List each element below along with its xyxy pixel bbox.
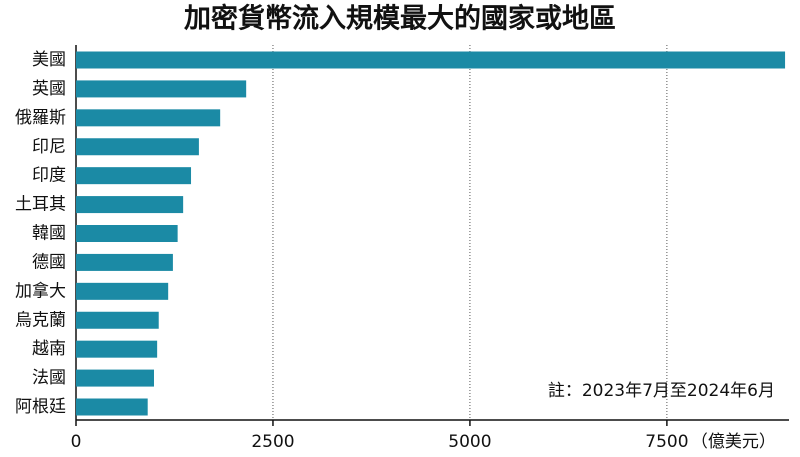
- y-tick-label: 加拿大: [15, 280, 66, 301]
- x-tick-label: 5000: [448, 432, 491, 452]
- x-axis-label: （億美元）: [691, 432, 776, 452]
- x-tick-label: 2500: [251, 432, 294, 452]
- y-tick-label: 印尼: [32, 137, 66, 157]
- y-tick-label: 土耳其: [15, 195, 66, 215]
- bar: [76, 80, 247, 98]
- y-tick-label: 印度: [32, 166, 66, 186]
- bar: [76, 51, 786, 69]
- chart-title: 加密貨幣流入規模最大的國家或地區: [184, 3, 616, 35]
- bar: [76, 167, 192, 185]
- annotation: 註：2023年7月至2024年6月: [548, 381, 775, 401]
- y-tick-label: 法國: [32, 368, 66, 388]
- bar: [76, 398, 148, 416]
- y-tick-label: 德國: [32, 252, 66, 272]
- bar: [76, 109, 221, 127]
- bar: [76, 369, 154, 387]
- bar: [76, 196, 184, 214]
- bar: [76, 340, 158, 358]
- y-tick-label: 美國: [32, 50, 66, 70]
- y-tick-label: 英國: [32, 79, 66, 99]
- bar: [76, 253, 173, 271]
- bar: [76, 282, 169, 300]
- y-tick-label: 俄羅斯: [15, 108, 66, 128]
- y-tick-label: 韓國: [32, 224, 66, 244]
- y-tick-label: 阿根廷: [15, 397, 66, 417]
- x-tick-label: 7500: [645, 432, 688, 452]
- bar: [76, 138, 199, 156]
- bar: [76, 225, 178, 242]
- y-tick-label: 烏克蘭: [15, 310, 66, 330]
- y-tick-label: 越南: [32, 339, 66, 359]
- x-tick-label: 0: [71, 432, 82, 452]
- bar: [76, 311, 159, 329]
